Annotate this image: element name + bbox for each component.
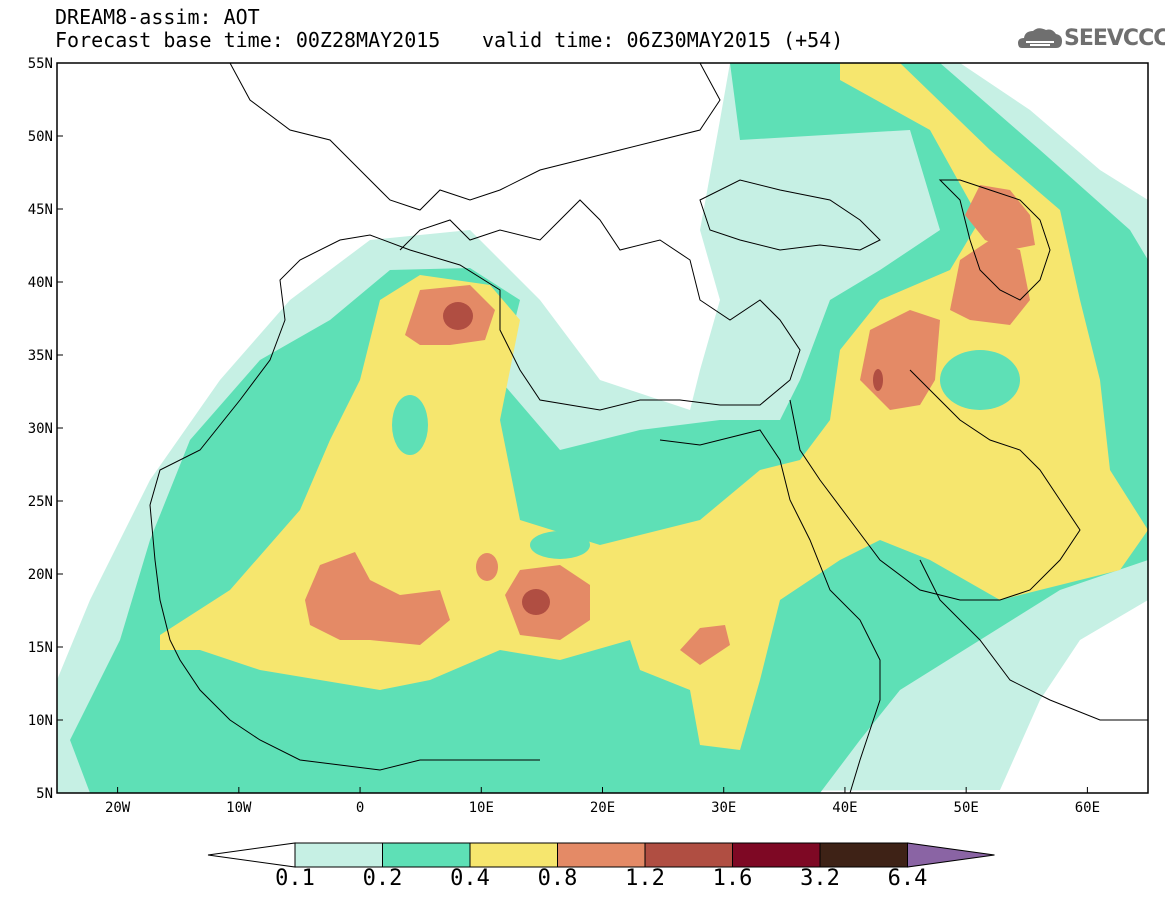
lat-label: 15N [28, 640, 53, 656]
lon-label: 0 [356, 800, 364, 816]
lon-label: 20W [105, 800, 131, 816]
colorbar-label: 0.1 [275, 866, 315, 891]
lat-label: 20N [28, 567, 53, 583]
colorbar-label: 0.4 [450, 866, 490, 891]
lon-label: 50E [954, 800, 979, 816]
colorbar-label: 0.8 [537, 866, 578, 891]
lat-label: 35N [28, 348, 53, 364]
colorbar-box [557, 842, 646, 868]
valid-time: valid time: 06Z30MAY2015 (+54) [482, 28, 844, 52]
lat-label: 5N [36, 786, 53, 802]
lat-label: 30N [28, 421, 53, 437]
lon-label: 60E [1075, 800, 1100, 816]
latitude-labels: 55N 50N 45N 40N 35N 30N 25N 20N 15N 10N 5N [28, 56, 63, 802]
colorbar-max-arrow [907, 842, 995, 868]
lon-label: 10W [226, 800, 252, 816]
lon-label: 20E [590, 800, 615, 816]
colorbar-box [469, 842, 558, 868]
colorbar-label: 6.4 [887, 866, 928, 891]
lat-label: 25N [28, 494, 53, 510]
colorbar-min-arrow [207, 842, 296, 868]
lon-label: 30E [711, 800, 736, 816]
coastlines [149, 63, 1148, 793]
colorbar-box [732, 842, 821, 868]
map-title: DREAM8-assim: AOT [55, 5, 260, 29]
colorbar-label: 1.6 [712, 866, 753, 891]
lat-label: 10N [28, 713, 53, 729]
lat-label: 55N [28, 56, 53, 72]
aot-field [57, 63, 1148, 793]
logo-text: SEEVCCC [1064, 26, 1165, 51]
colorbar-box [819, 842, 908, 868]
longitude-labels: 20W 10W 0 10E 20E 30E 40E 50E 60E [105, 787, 1100, 816]
lat-label: 45N [28, 202, 53, 218]
colorbar-box [382, 842, 471, 868]
lat-label: 40N [28, 275, 53, 291]
colorbar-label: 3.2 [800, 866, 840, 891]
lat-label: 50N [28, 129, 53, 145]
lon-label: 40E [832, 800, 857, 816]
colorbar-label: 1.2 [625, 866, 665, 891]
lon-label: 10E [469, 800, 494, 816]
forecast-base-time: Forecast base time: 00Z28MAY2015 [55, 28, 441, 52]
colorbar-label: 0.2 [362, 866, 403, 891]
colorbar-box [294, 842, 383, 868]
colorbar-box [644, 842, 733, 868]
cloud-icon [1018, 28, 1062, 48]
